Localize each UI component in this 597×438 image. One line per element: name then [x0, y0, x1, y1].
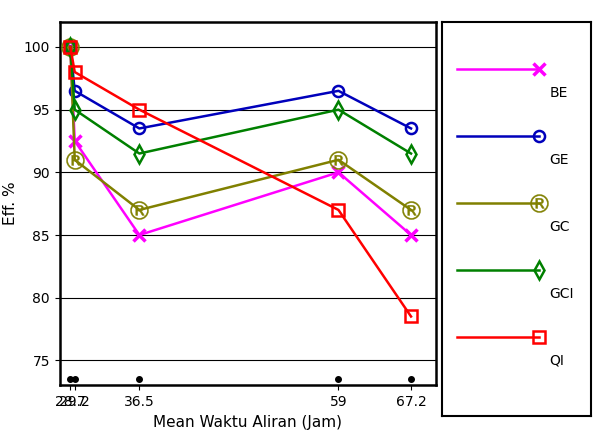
- Text: BE: BE: [549, 86, 568, 100]
- Text: GC: GC: [549, 220, 570, 234]
- X-axis label: Mean Waktu Aliran (Jam): Mean Waktu Aliran (Jam): [153, 415, 342, 430]
- Text: GE: GE: [549, 153, 569, 167]
- Text: QI: QI: [549, 354, 564, 368]
- Text: GCI: GCI: [549, 287, 574, 301]
- Y-axis label: Eff. %: Eff. %: [3, 182, 18, 226]
